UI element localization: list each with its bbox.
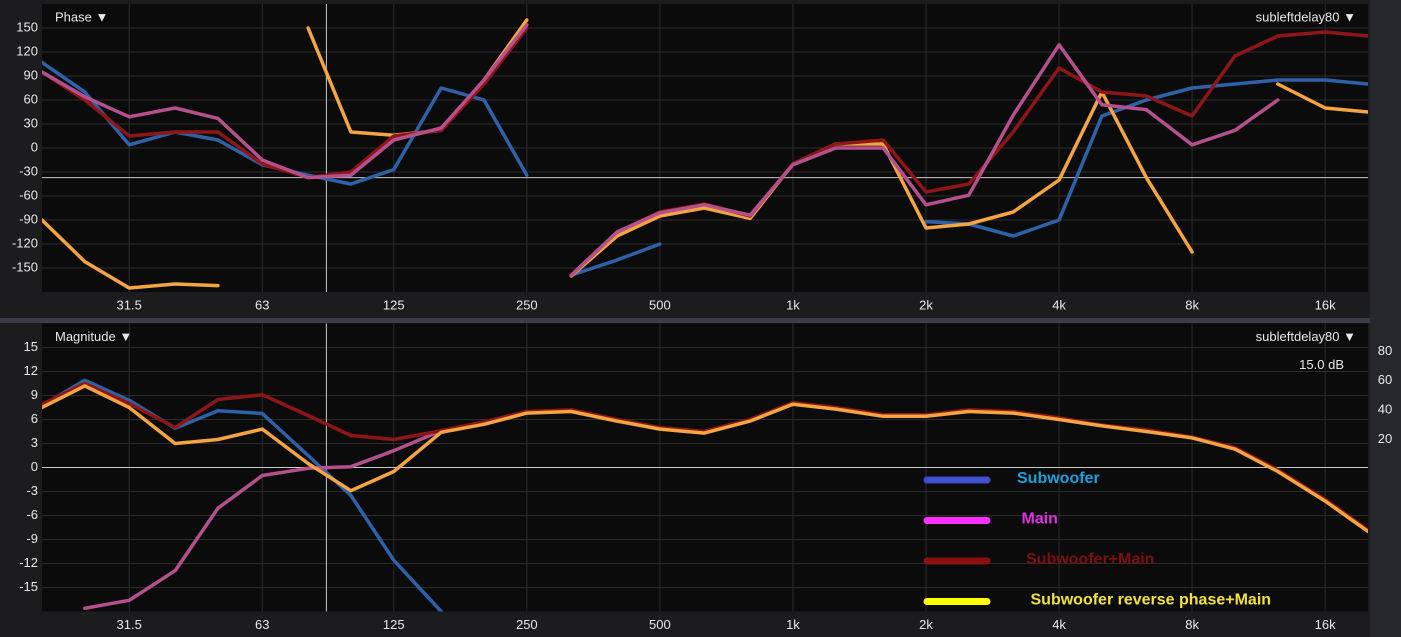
y-tick-label: 3 [31,435,38,450]
x-tick-label: 250 [516,617,538,632]
y-tick-label: 120 [16,43,38,58]
series-line [42,384,1368,534]
y-tick-label: 30 [24,115,38,130]
y-tick-label: 0 [31,139,38,154]
legend-text: Subwoofer [1017,470,1100,487]
x-tick-label: 1k [786,297,800,312]
series-line [42,378,443,612]
legend-text: Subwoofer+Main [1026,551,1154,568]
x-tick-label: 2k [919,297,933,312]
y-tick-label: -60 [19,187,38,202]
y2-tick-label: 40 [1378,402,1392,417]
x-tick-label: 63 [255,297,269,312]
measurement-name[interactable]: subleftdelay80 ▼ [1256,9,1356,24]
y-tick-label: -12 [19,555,38,570]
x-tick-label: 16k [1315,617,1336,632]
y-tick-label: 12 [24,363,38,378]
y-tick-label: 15 [24,339,38,354]
x-tick-label: 4k [1052,297,1066,312]
y2-tick-label: 80 [1378,343,1392,358]
y-tick-label: 0 [31,459,38,474]
x-tick-label: 16k [1315,297,1336,312]
x-tick-label: 2k [919,617,933,632]
y-tick-label: -6 [26,507,38,522]
y-tick-label: -90 [19,211,38,226]
x-tick-label: 63 [255,617,269,632]
panel-title[interactable]: Magnitude ▼ [55,329,132,344]
panel-divider [0,318,1401,323]
x-tick-label: 1k [786,617,800,632]
x-tick-label: 500 [649,617,671,632]
legend-text: Subwoofer reverse phase+Main [1031,592,1272,609]
y-tick-label: 90 [24,67,38,82]
x-tick-label: 31.5 [117,617,142,632]
y-tick-label: 6 [31,411,38,426]
x-tick-label: 8k [1185,297,1199,312]
scale-label: 15.0 dB [1299,357,1344,372]
x-tick-label: 250 [516,297,538,312]
x-tick-label: 125 [383,617,405,632]
measurement-name[interactable]: subleftdelay80 ▼ [1256,329,1356,344]
x-tick-label: 125 [383,297,405,312]
y2-tick-label: 20 [1378,431,1392,446]
x-tick-label: 4k [1052,617,1066,632]
y-tick-label: 60 [24,91,38,106]
x-tick-label: 8k [1185,617,1199,632]
y2-tick-label: 60 [1378,372,1392,387]
legend-text: Main [1022,511,1058,528]
y-tick-label: -15 [19,579,38,594]
y-tick-label: -150 [12,259,38,274]
series-line [42,23,1280,277]
x-tick-label: 31.5 [117,297,142,312]
y-tick-label: -120 [12,235,38,250]
x-tick-label: 500 [649,297,671,312]
y-tick-label: -9 [26,531,38,546]
panel-title[interactable]: Phase ▼ [55,9,108,24]
y-tick-label: -30 [19,163,38,178]
y-tick-label: 150 [16,19,38,34]
y-tick-label: 9 [31,387,38,402]
right-margin [1370,0,1401,637]
y-tick-label: -3 [26,483,38,498]
